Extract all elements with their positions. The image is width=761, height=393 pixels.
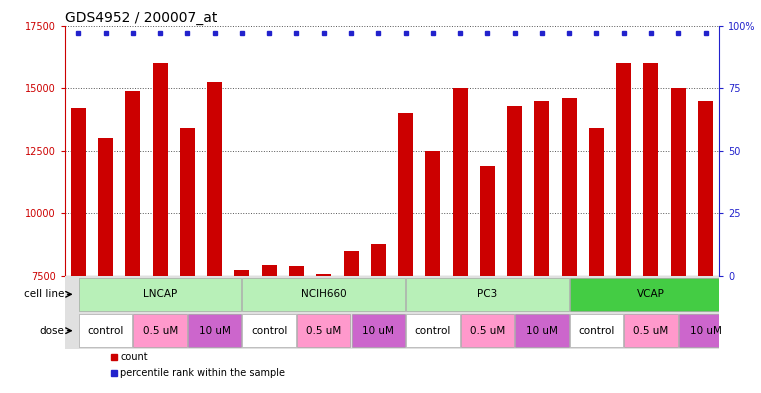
Text: dose: dose [40, 326, 64, 336]
Bar [698, 101, 713, 393]
Text: GDS4952 / 200007_at: GDS4952 / 200007_at [65, 11, 217, 24]
Bar [297, 314, 351, 347]
Text: control: control [251, 326, 288, 336]
Text: 10 uM: 10 uM [199, 326, 231, 336]
Bar [398, 113, 413, 393]
Bar [624, 314, 678, 347]
Bar [644, 63, 658, 393]
Bar [480, 166, 495, 393]
Bar [153, 63, 167, 393]
Bar [180, 128, 195, 393]
Bar [670, 88, 686, 393]
Bar [98, 138, 113, 393]
Text: control: control [578, 326, 615, 336]
Bar [406, 278, 568, 311]
Bar [515, 314, 568, 347]
Bar [562, 98, 577, 393]
Bar [71, 108, 86, 393]
Bar [243, 278, 405, 311]
Bar [507, 106, 522, 393]
Text: control: control [88, 326, 124, 336]
Bar [570, 278, 732, 311]
Text: 0.5 uM: 0.5 uM [633, 326, 669, 336]
Text: control: control [415, 326, 451, 336]
Text: 0.5 uM: 0.5 uM [470, 326, 505, 336]
Bar [616, 63, 631, 393]
Bar [352, 314, 405, 347]
Text: 10 uM: 10 uM [362, 326, 394, 336]
Text: 10 uM: 10 uM [689, 326, 721, 336]
Text: count: count [120, 352, 148, 362]
Bar [79, 278, 241, 311]
Text: 10 uM: 10 uM [526, 326, 558, 336]
Bar [188, 314, 241, 347]
Bar [406, 314, 460, 347]
Bar [679, 314, 732, 347]
Text: VCAP: VCAP [637, 289, 665, 299]
Bar [453, 88, 467, 393]
Text: cell line: cell line [24, 289, 64, 299]
Bar [289, 266, 304, 393]
Bar [371, 244, 386, 393]
Bar [207, 82, 222, 393]
Bar [534, 101, 549, 393]
Bar [243, 314, 296, 347]
Bar [343, 251, 358, 393]
Text: PC3: PC3 [477, 289, 498, 299]
Text: NCIH660: NCIH660 [301, 289, 346, 299]
Bar [570, 314, 623, 347]
Bar [126, 91, 140, 393]
Bar [425, 151, 441, 393]
Bar [79, 314, 132, 347]
Text: percentile rank within the sample: percentile rank within the sample [120, 368, 285, 378]
Bar [133, 314, 187, 347]
Text: 0.5 uM: 0.5 uM [306, 326, 342, 336]
Bar [234, 270, 250, 393]
Text: LNCAP: LNCAP [143, 289, 177, 299]
Bar [262, 265, 277, 393]
Bar [460, 314, 514, 347]
Text: 0.5 uM: 0.5 uM [142, 326, 178, 336]
Bar [317, 274, 331, 393]
Bar [589, 128, 604, 393]
